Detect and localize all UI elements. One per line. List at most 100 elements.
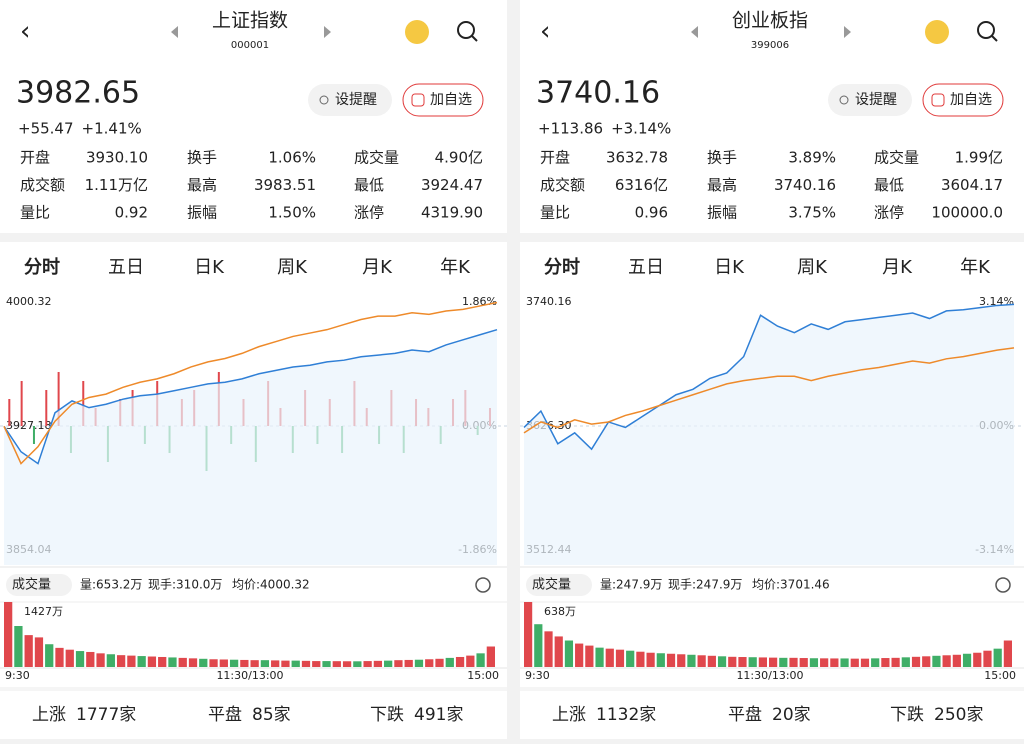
index-code: 000001 — [231, 40, 269, 51]
volume-bar — [332, 661, 341, 667]
index-title: 创业板指 — [732, 10, 808, 32]
volume-bar — [404, 659, 413, 667]
y-tick-label: 3740.16 — [526, 295, 572, 308]
volume-bar — [942, 655, 951, 667]
breadth-label: 上涨 — [552, 705, 586, 725]
settings-icon[interactable] — [995, 577, 1011, 593]
watch-button-label[interactable]: 加自选 — [430, 92, 472, 108]
search-icon[interactable] — [457, 21, 475, 39]
volume-bar — [24, 635, 33, 667]
bottom-edge — [0, 739, 507, 744]
stat-label: 量比 — [20, 204, 50, 222]
volume-bar — [96, 653, 105, 667]
flow-bar — [82, 381, 85, 426]
plus-icon — [411, 93, 425, 107]
price-line — [523, 347, 1015, 434]
y-tick-label: 4000.32 — [6, 295, 52, 308]
stat-label: 涨停 — [874, 204, 904, 222]
chart-tab[interactable]: 年K — [440, 257, 471, 278]
watch-button[interactable] — [402, 83, 484, 117]
stat-label: 开盘 — [20, 149, 50, 167]
volume-bar — [312, 661, 321, 667]
stat-value: 4319.90 — [421, 204, 483, 222]
volume-bar — [353, 661, 362, 667]
volume-bar — [425, 659, 434, 667]
chart-tab[interactable]: 日K — [714, 257, 745, 278]
volume-bar — [952, 654, 961, 667]
section-gap — [520, 233, 1024, 242]
bell-icon — [319, 95, 329, 105]
watch-button-label[interactable]: 加自选 — [950, 92, 992, 108]
volume-bar — [666, 653, 676, 667]
volume-bar — [55, 647, 64, 667]
breadth-label: 下跌 — [370, 705, 404, 725]
chart-tab[interactable]: 周K — [797, 257, 828, 278]
time-label: 11:30/13:00 — [216, 669, 283, 682]
stat-label: 换手 — [707, 149, 737, 167]
stat-label: 振幅 — [707, 204, 737, 222]
chart-tab[interactable]: 月K — [882, 257, 913, 278]
volume-bar — [435, 658, 444, 667]
volume-bar — [554, 636, 563, 667]
volume-bar — [544, 631, 553, 667]
settings-icon[interactable] — [475, 577, 491, 593]
stat-label: 成交量 — [874, 149, 919, 167]
volume-bar — [728, 656, 737, 667]
back-button[interactable]: ‹ — [540, 17, 550, 47]
next-arrow[interactable] — [324, 26, 331, 38]
alert-button-label[interactable]: 设提醒 — [335, 92, 377, 108]
volume-bar — [717, 656, 727, 667]
volume-label[interactable]: 成交量 — [12, 577, 51, 593]
search-icon[interactable] — [977, 21, 995, 39]
price: 3982.65 — [16, 76, 140, 111]
mascot-icon[interactable] — [925, 20, 949, 44]
back-button[interactable]: ‹ — [20, 17, 30, 47]
chart-tab[interactable]: 月K — [362, 257, 393, 278]
volume-bar — [809, 658, 819, 667]
alert-button[interactable] — [308, 84, 392, 116]
chart-tab[interactable]: 日K — [194, 257, 225, 278]
volume-bar — [178, 657, 187, 667]
volume-label[interactable]: 成交量 — [532, 577, 571, 593]
volume-bar — [75, 651, 85, 667]
volume-bar — [445, 657, 454, 667]
flow-bar — [32, 426, 35, 444]
alert-button[interactable] — [828, 84, 912, 116]
watch-button[interactable] — [922, 83, 1004, 117]
price-line — [3, 328, 498, 465]
volume-bar — [626, 650, 635, 667]
section-gap — [0, 687, 507, 691]
volume-bar — [219, 659, 228, 667]
next-arrow[interactable] — [844, 26, 851, 38]
volume-selector[interactable] — [6, 574, 72, 596]
volume-bar — [524, 602, 533, 667]
flow-bar — [57, 372, 60, 426]
chart-tab[interactable]: 分时 — [24, 257, 60, 278]
prev-arrow[interactable] — [691, 26, 698, 38]
volume-bar — [738, 657, 747, 667]
breadth-value: 20家 — [772, 705, 811, 725]
volume-bar — [384, 660, 393, 667]
volume-bar — [394, 660, 403, 667]
y-tick-label: 3927.18 — [6, 419, 52, 432]
volume-bar — [850, 658, 859, 667]
mascot-icon[interactable] — [405, 20, 429, 44]
stat-value: 1.06% — [268, 149, 316, 167]
stat-label: 量比 — [540, 204, 570, 222]
volume-bar — [414, 659, 424, 667]
prev-arrow[interactable] — [171, 26, 178, 38]
stat-label: 成交额 — [20, 176, 65, 194]
chart-tab[interactable]: 周K — [277, 257, 308, 278]
volume-bar — [199, 658, 208, 667]
alert-button-label[interactable]: 设提醒 — [855, 92, 897, 108]
chart-tab[interactable]: 分时 — [544, 257, 580, 278]
chart-tab[interactable]: 年K — [960, 257, 991, 278]
flow-bar — [45, 390, 48, 426]
volume-stat: 现手:310.0万 — [148, 578, 222, 592]
chart-tab[interactable]: 五日 — [628, 257, 664, 278]
stat-label: 振幅 — [187, 204, 217, 222]
volume-bar — [789, 657, 798, 667]
chart-tab[interactable]: 五日 — [108, 257, 144, 278]
volume-selector[interactable] — [526, 574, 592, 596]
change: +113.86 — [538, 120, 603, 138]
